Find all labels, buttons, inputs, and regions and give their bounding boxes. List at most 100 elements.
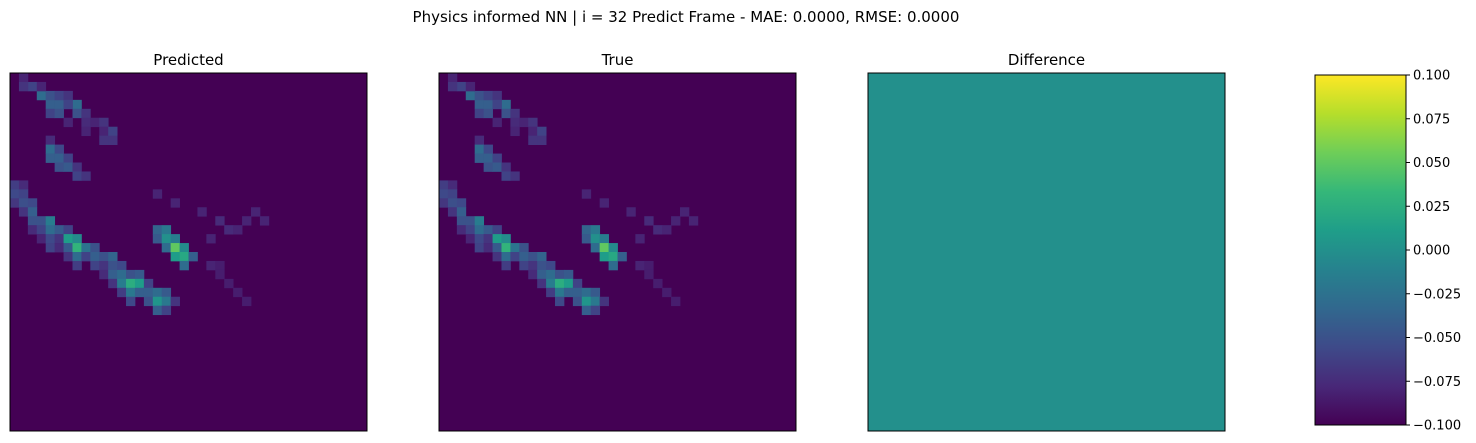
heatmap-cell [36,234,47,244]
heatmap-cell [590,225,601,235]
heatmap-cell [474,135,485,145]
heatmap-cell [447,81,458,92]
heatmap-cell [456,207,467,217]
heatmap-cell [474,234,485,244]
heatmap-cell [581,296,592,307]
heatmap-cell [54,243,64,253]
heatmap-cell [81,108,91,119]
heatmap-cell [117,260,127,271]
heatmap-cell [215,260,225,271]
heatmap-cell [662,225,672,235]
heatmap-cell [563,278,574,289]
heatmap-cell [617,252,627,262]
heatmap-cell [537,260,547,271]
heatmap-cell [99,260,109,271]
heatmap-cell [635,234,645,244]
heatmap-cell [563,269,574,280]
heatmap-cell [465,225,476,235]
colorbar-tick-label: 0.075 [1413,112,1450,127]
colorbar-tick-label: 0.025 [1413,200,1450,215]
heatmap-cell [215,216,225,226]
heatmap-cell [152,296,163,307]
heatmap-cell [152,225,163,235]
heatmap-cell [36,216,47,226]
heatmap-cell [501,252,511,262]
heatmap-cell [27,198,38,208]
colorbar [1315,75,1406,425]
heatmap-cell [126,278,136,289]
heatmap-cell [161,287,172,298]
heatmap-cell [36,81,47,92]
heatmap-cell [259,216,270,226]
heatmap-cell [501,171,511,181]
heatmap-cell [483,225,493,235]
heatmap-cell [161,225,172,235]
heatmap-cell [483,90,493,101]
heatmap-cell [126,269,136,280]
heatmap-cell [501,162,511,172]
heatmap-cell [126,287,136,298]
heatmap-cell [233,287,243,298]
heatmap-cell [197,207,207,217]
colorbar-tick-label: 0.050 [1413,156,1450,171]
heatmap-cell [63,243,73,253]
heatmap-cell [63,234,73,244]
heatmap-cell [483,162,493,172]
heatmap-cell [54,144,64,154]
heatmap-cell [608,260,618,271]
heatmap-cell [590,234,601,244]
heatmap-cell [537,135,547,145]
heatmap-cell [143,296,154,307]
heatmap-cell [528,135,538,145]
heatmap-cell [54,162,64,172]
heatmap-cell [599,234,609,244]
heatmap-cell [599,198,609,208]
heatmap-cell [179,260,189,271]
heatmap-cell [546,287,556,298]
heatmap-cell [644,269,654,280]
heatmap-cell [501,260,511,271]
heatmap-cell [242,216,252,226]
heatmap-cell [483,243,493,253]
heatmap-cell [134,287,145,298]
heatmap-cell [108,278,118,289]
heatmap-cell [510,171,520,181]
heatmap-cell [474,243,485,253]
heatmap-cell [27,207,38,217]
heatmap-cell [519,252,529,262]
heatmap-cell [18,198,29,208]
heatmap-cell [63,153,73,163]
heatmap-cell [555,269,565,280]
heatmap-cell [152,189,163,199]
heatmap-cell [117,269,127,280]
heatmap-cell [250,207,261,217]
heatmap-cell [81,171,91,181]
heatmap-cell [447,189,458,199]
heatmap-cell [519,243,529,253]
heatmap-cell [590,296,601,307]
heatmap-cell [170,243,180,253]
heatmap-cell [474,90,485,101]
heatmap-cell [599,252,609,262]
heatmap-cell [492,234,502,244]
heatmap-cell [581,234,592,244]
heatmap-cell [108,260,118,271]
heatmap-cell [215,269,225,280]
heatmap-cell [546,269,556,280]
heatmap-cell [528,126,538,137]
heatmap-cell [572,296,583,307]
panel-frame-difference [867,72,1226,432]
heatmap-cell [117,278,127,289]
heatmap-cell [608,243,618,253]
heatmap-cell [439,189,449,199]
heatmap-cell [63,225,73,235]
colorbar-ticks: 0.100 0.075 0.050 0.025 0.000 −0.025 −0.050 −0.… [1406,69,1461,434]
heatmap-cell [224,278,234,289]
heatmap-cell [10,189,20,199]
heatmap-cell [572,287,583,298]
heatmap-cell [555,287,565,298]
heatmap-cell [581,189,592,199]
heatmap-cell [170,234,180,244]
heatmap-cell [99,126,109,137]
